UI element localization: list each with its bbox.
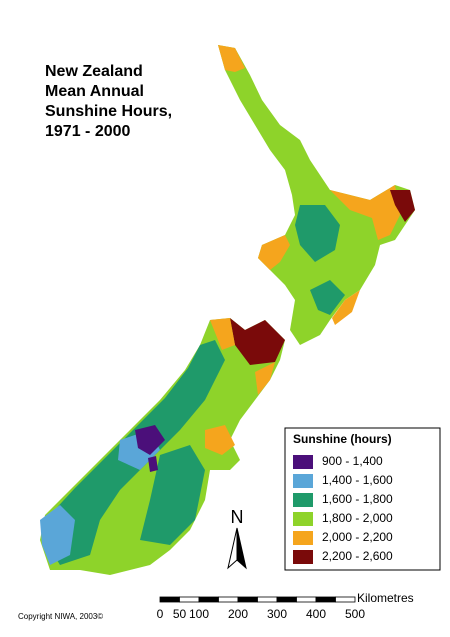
scale-segment [198,596,219,603]
scale-segment [179,596,200,603]
legend-label: 1,600 - 1,800 [322,492,393,506]
title: New Zealand Mean Annual Sunshine Hours, 197… [45,63,172,140]
region [218,45,245,72]
legend-label: 900 - 1,400 [322,454,383,468]
region [210,318,235,350]
region [255,362,275,395]
scale-label: 0 [157,607,164,621]
legend-label: 2,200 - 2,600 [322,549,393,563]
legend-label: 1,800 - 2,000 [322,511,393,525]
scale-segment [237,596,258,603]
legend: Sunshine (hours) 900 - 1,400 1,400 - 1,600… [293,432,393,564]
scale-label: 400 [306,607,326,621]
scale-label: 300 [267,607,287,621]
scale-label: 50 [173,607,187,621]
scale-bar: 0 50 100 200 300 400 500 Kilometres [157,591,414,621]
legend-swatch [293,455,313,469]
legend-title: Sunshine (hours) [293,432,392,446]
scale-segment [335,596,356,603]
legend-swatch [293,531,313,545]
scale-segment [296,596,317,603]
region [148,456,158,472]
legend-swatch [293,493,313,507]
legend-swatch [293,550,313,564]
scale-segment [315,596,336,603]
scale-unit: Kilometres [357,591,414,605]
scale-label: 500 [345,607,365,621]
title-line: Mean Annual [45,83,144,100]
region [390,190,415,222]
title-line: New Zealand [45,63,143,80]
copyright: Copyright NIWA, 2003© [18,612,103,621]
legend-label: 1,400 - 1,600 [322,473,393,487]
region [332,290,360,325]
south-island [40,318,285,575]
scale-label: 200 [228,607,248,621]
north-arrow-icon [227,527,247,570]
scale-label: 100 [189,607,209,621]
region [140,445,205,545]
north-label: N [231,507,244,527]
region [218,45,415,345]
region [230,318,285,365]
scale-segment [159,596,180,603]
title-line: Sunshine Hours, [45,103,172,120]
region [135,425,165,455]
scale-segment [218,596,239,603]
region [258,235,290,270]
legend-label: 2,000 - 2,200 [322,530,393,544]
legend-swatch [293,512,313,526]
region [40,505,75,565]
scale-segment [257,596,278,603]
scale-segment [276,596,297,603]
title-line: 1971 - 2000 [45,123,131,140]
north-island [218,45,415,345]
region [330,185,400,240]
region [205,425,235,455]
region [310,280,345,315]
region [295,205,340,262]
legend-swatch [293,474,313,488]
